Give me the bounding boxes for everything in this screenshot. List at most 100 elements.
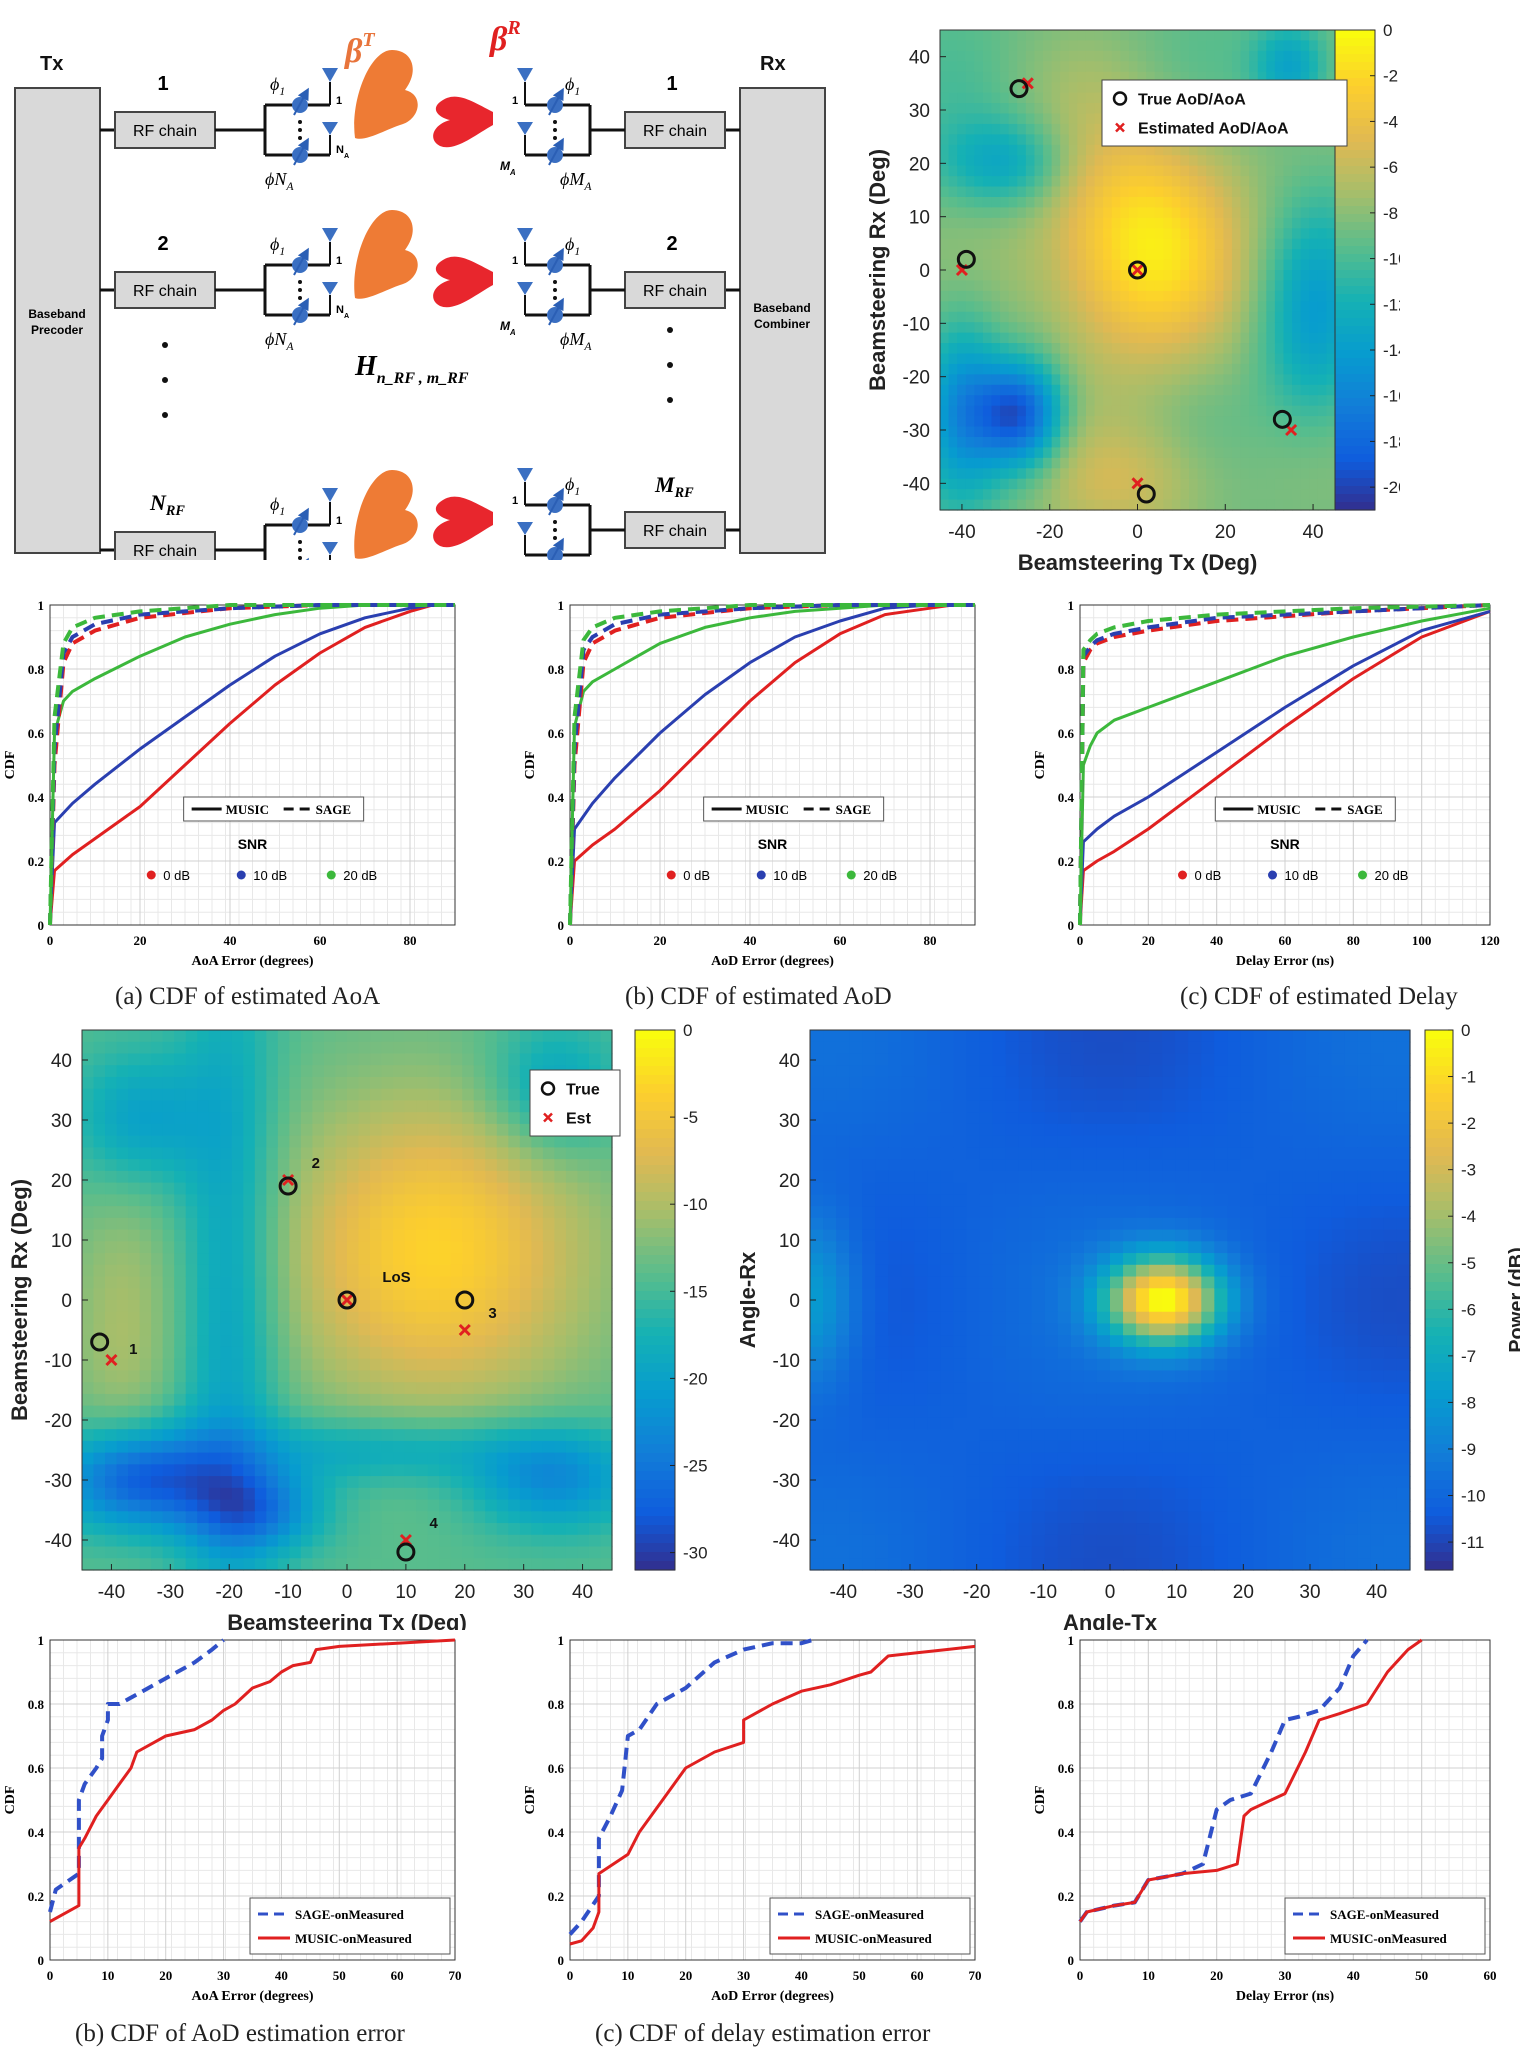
heatmap-cell — [1085, 301, 1096, 313]
heatmap-cell — [1120, 343, 1130, 355]
heatmap-cell — [1085, 134, 1096, 146]
heatmap-cell — [266, 1147, 279, 1160]
colorbar-segment — [1335, 190, 1375, 199]
heatmap-cell — [243, 1452, 256, 1465]
heatmap-cell — [1206, 301, 1216, 313]
heatmap-cell — [174, 1464, 187, 1477]
heatmap-cell — [208, 1217, 221, 1231]
heatmap-cell — [1214, 207, 1224, 219]
heatmap-cell — [496, 1100, 509, 1113]
heatmap-cell — [531, 1041, 544, 1055]
heatmap-cell — [243, 1065, 256, 1078]
heatmap-cell — [243, 1264, 256, 1278]
heatmap-cell — [1180, 343, 1190, 355]
heatmap-cell — [1043, 374, 1053, 386]
heatmap-cell — [358, 1229, 371, 1242]
heatmap-cell — [1223, 332, 1233, 344]
heatmap-cell — [370, 1534, 383, 1548]
heatmap-cell — [277, 1417, 290, 1430]
heatmap-cell — [519, 1229, 532, 1242]
heatmap-cell — [1189, 374, 1199, 386]
heatmap-cell — [197, 1217, 210, 1231]
heatmap-cell — [1068, 92, 1078, 104]
y-tick-label: 0.6 — [548, 726, 565, 741]
heatmap-cell — [1257, 395, 1267, 407]
tx-rf-chain-block — [114, 271, 216, 309]
heatmap-cell — [427, 1182, 440, 1195]
heatmap-cell — [1060, 436, 1070, 448]
heatmap-cell — [450, 1030, 463, 1043]
heatmap-cell — [496, 1076, 509, 1090]
heatmap-cell — [116, 1088, 129, 1102]
legend-snr-label: 20 dB — [1375, 868, 1409, 883]
heatmap-cell — [254, 1300, 267, 1313]
heatmap-cell — [1094, 478, 1104, 490]
heatmap-cell — [1231, 353, 1242, 365]
heatmap-cell — [1068, 228, 1078, 240]
heatmap-cell — [1034, 301, 1044, 313]
heatmap-cell — [1043, 489, 1053, 501]
heatmap-cell — [1292, 374, 1302, 386]
heatmap-cell — [1292, 144, 1302, 156]
heatmap-cell — [1085, 280, 1096, 292]
colorbar-segment — [635, 1516, 675, 1526]
heatmap-cell — [416, 1182, 429, 1195]
heatmap-cell — [1180, 311, 1190, 323]
heatmap-cell — [1103, 165, 1113, 177]
heatmap-cell — [197, 1429, 210, 1442]
heatmap-cell — [1025, 353, 1036, 365]
heatmap-cell — [128, 1065, 141, 1078]
heatmap-cell — [427, 1487, 440, 1501]
heatmap-cell — [519, 1464, 532, 1477]
heatmap-cell — [139, 1041, 152, 1055]
heatmap-cell — [982, 134, 993, 146]
heatmap-cell — [300, 1065, 314, 1078]
heatmap-cell — [93, 1147, 106, 1160]
heatmap-cell — [957, 301, 967, 313]
heatmap-cell — [358, 1405, 371, 1418]
heatmap-cell — [174, 1405, 187, 1418]
heatmap-cell — [1008, 238, 1018, 250]
heatmap-cell — [1189, 40, 1199, 52]
heatmap-cell — [1000, 30, 1010, 42]
heatmap-cell — [220, 1206, 233, 1219]
heatmap-cell — [496, 1300, 509, 1313]
heatmap-cell — [266, 1288, 279, 1301]
heatmap-cell — [1240, 165, 1250, 177]
heatmap-cell — [1249, 384, 1259, 396]
heatmap-cell — [450, 1194, 463, 1207]
heatmap-cell — [565, 1370, 579, 1383]
colorbar-segment — [635, 1174, 675, 1184]
heatmap-cell — [1017, 478, 1027, 490]
heatmap-cell — [93, 1323, 106, 1336]
heatmap-cell — [1068, 301, 1078, 313]
heatmap-cell — [1283, 40, 1293, 52]
heatmap-cell — [277, 1241, 290, 1254]
heatmap-cell — [404, 1346, 417, 1360]
heatmap-cell — [1317, 405, 1328, 417]
heatmap-cell — [231, 1370, 244, 1383]
heatmap-cell — [1137, 447, 1147, 459]
heatmap-cell — [554, 1053, 567, 1066]
heatmap-cell — [1180, 217, 1190, 229]
phase-arrow-icon — [548, 297, 564, 326]
heatmap-cell — [1008, 270, 1018, 282]
heatmap-cell — [93, 1358, 106, 1372]
heatmap-cell — [1326, 332, 1336, 344]
heatmap-cell — [1214, 322, 1224, 334]
heatmap-cell — [116, 1393, 129, 1407]
heatmap-cell — [565, 1159, 579, 1172]
heatmap-cell — [1068, 50, 1078, 62]
heatmap-cell — [554, 1147, 567, 1160]
heatmap-cell — [1017, 123, 1027, 135]
heatmap-cell — [1077, 155, 1087, 167]
heatmap-cell — [1034, 468, 1044, 480]
heatmap-cell — [1068, 280, 1078, 292]
heatmap-cell — [370, 1264, 383, 1278]
heatmap-cell — [128, 1440, 141, 1454]
heatmap-cell — [1094, 395, 1104, 407]
heatmap-cell — [266, 1076, 279, 1090]
heatmap-cell — [243, 1523, 256, 1536]
heatmap-cell — [1085, 426, 1096, 438]
heatmap-cell — [1214, 259, 1224, 271]
